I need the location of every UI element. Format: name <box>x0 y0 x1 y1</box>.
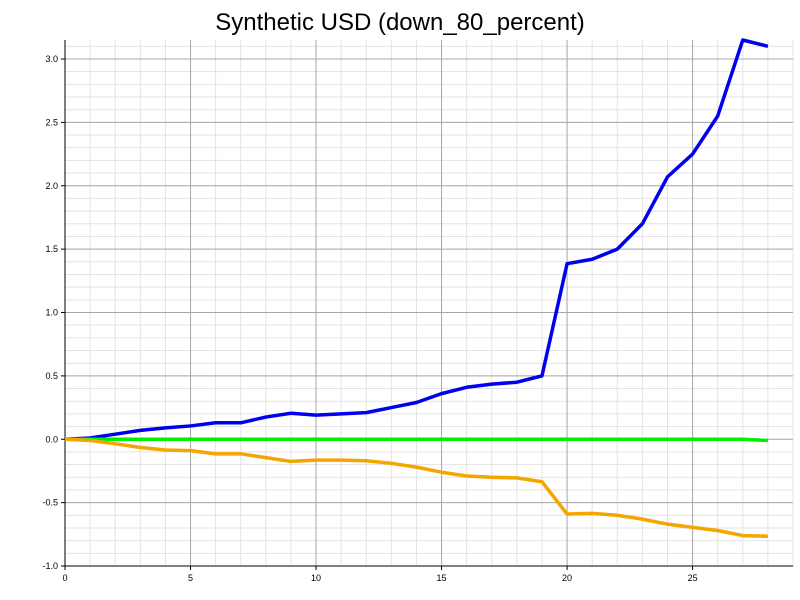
series-line-2 <box>65 437 768 443</box>
x-tick-label: 10 <box>311 573 321 583</box>
y-tick-label: 0.5 <box>45 371 58 381</box>
y-tick-label: 2.0 <box>45 181 58 191</box>
x-tick-label: 20 <box>562 573 572 583</box>
x-tick-label: 5 <box>188 573 193 583</box>
x-tick-label: 0 <box>62 573 67 583</box>
y-tick-label: -0.5 <box>42 498 58 508</box>
series-lines <box>64 38 769 538</box>
y-tick-label: -1.0 <box>42 561 58 571</box>
chart-title: Synthetic USD (down_80_percent) <box>215 9 585 36</box>
y-tick-label: 3.0 <box>45 54 58 64</box>
major-grid <box>64 40 793 567</box>
y-tick-label: 2.5 <box>45 117 58 127</box>
minor-grid <box>64 40 794 567</box>
y-tick-label: 1.5 <box>45 244 58 254</box>
tick-labels: 0 5 10 15 20 25 -1.0 -0.5 0.0 0.5 1.0 1.5 2.0 2.5 3.0 <box>42 54 697 583</box>
x-tick-label: 15 <box>437 573 447 583</box>
series-line-3 <box>64 437 768 538</box>
y-tick-label: 1.0 <box>45 308 58 318</box>
x-tick-label: 25 <box>688 573 698 583</box>
y-tick-label: 0.0 <box>45 434 58 444</box>
series-line-1 <box>64 38 769 441</box>
axes <box>61 40 793 570</box>
